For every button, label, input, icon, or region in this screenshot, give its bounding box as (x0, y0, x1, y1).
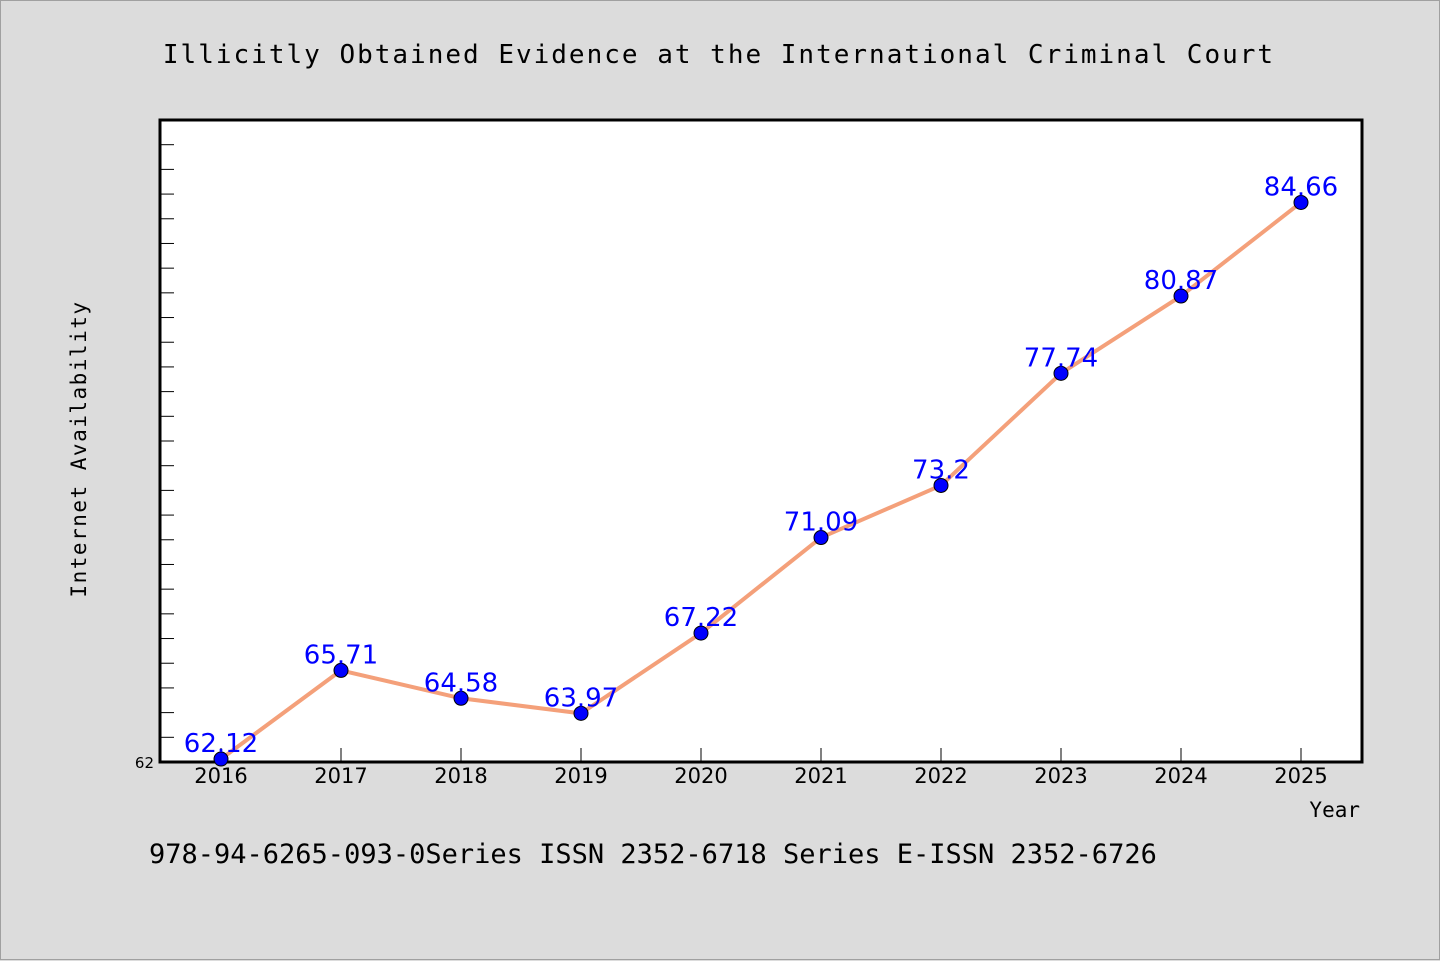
data-point (693, 625, 709, 641)
data-point (333, 662, 349, 678)
plot-area (158, 118, 1364, 764)
x-tick-label: 2025 (1274, 764, 1327, 788)
data-point (933, 477, 949, 493)
x-tick-label: 2022 (914, 764, 967, 788)
data-point (453, 690, 469, 706)
data-point (1173, 288, 1189, 304)
footer-text: 978-94-6265-093-0Series ISSN 2352-6718 S… (149, 839, 1157, 870)
data-point (1053, 365, 1069, 381)
x-tick-label: 2024 (1154, 764, 1207, 788)
x-tick-label: 2018 (434, 764, 487, 788)
x-axis-ticks: 2016 2017 2018 2019 2020 2021 2022 2023 2024 2025 (194, 748, 1328, 788)
y-tick-label: 62 (135, 754, 154, 772)
data-label: 63.97 (544, 683, 618, 713)
data-label: 73.2 (912, 455, 970, 485)
data-label: 77.74 (1024, 343, 1098, 373)
data-label: 71.09 (784, 508, 858, 538)
y-axis-ticks: 62 (135, 144, 174, 772)
data-point (573, 705, 589, 721)
x-axis-label: Year (1309, 798, 1360, 822)
series-line (219, 200, 1303, 761)
data-label: 64.58 (424, 668, 498, 698)
data-label: 62.12 (184, 729, 258, 759)
x-tick-label: 2019 (554, 764, 607, 788)
x-tick-label: 2020 (674, 764, 727, 788)
data-point (213, 751, 229, 767)
data-point (813, 530, 829, 546)
x-tick-label: 2021 (794, 764, 847, 788)
x-tick-label: 2017 (314, 764, 367, 788)
chart-title: Illicitly Obtained Evidence at the Inter… (163, 40, 1275, 70)
x-tick-label: 2016 (194, 764, 247, 788)
data-label: 67.22 (664, 603, 738, 633)
y-axis-label: Internet Availability (67, 300, 91, 597)
data-point (1293, 194, 1309, 210)
data-label: 65.71 (304, 640, 378, 670)
x-tick-label: 2023 (1034, 764, 1087, 788)
series-0: 62.12 65.71 64.58 63.97 67.22 71.09 73.2 77.74 8… (184, 172, 1338, 767)
data-label: 84.66 (1264, 172, 1338, 202)
data-label: 80.87 (1144, 266, 1218, 296)
